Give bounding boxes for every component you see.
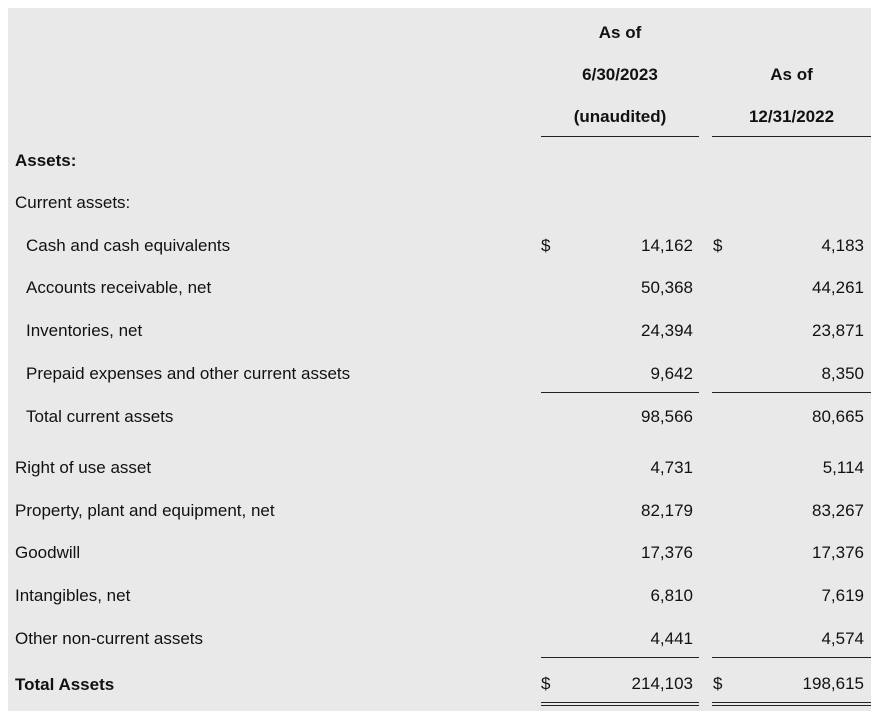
currency-symbol-total-col2: $ [713,674,723,693]
value-cash-2022: 4,183 [821,236,864,255]
row-label-inventories: Inventories, net [26,321,143,340]
col1-header-line3: (unaudited) [573,107,667,126]
currency-symbol-col2: $ [713,236,723,255]
row-label-goodwill: Goodwill [15,543,81,562]
value-other-noncurrent-2022: 4,574 [821,629,864,648]
value-receivables-2023: 50,368 [641,278,693,297]
current-assets-heading: Current assets: [15,193,131,212]
col2-header-line1: As of [770,65,813,84]
col2-header-line2: 12/31/2022 [748,107,835,126]
value-cash-2023: 14,162 [641,236,693,255]
value-right-of-use-2023: 4,731 [650,458,693,477]
value-goodwill-2022: 17,376 [812,543,864,562]
col1-total-rule [541,657,699,658]
col1-header-line1: As of [598,23,642,42]
assets-heading: Assets: [15,151,77,170]
value-goodwill-2023: 17,376 [641,543,693,562]
value-total-current-2023: 98,566 [641,407,693,426]
row-label-receivables: Accounts receivable, net [26,278,212,297]
row-label-other-noncurrent: Other non-current assets [15,629,204,648]
value-receivables-2022: 44,261 [812,278,864,297]
col2-double-underline [712,702,871,706]
col1-double-underline [541,702,699,706]
col2-subtotal-rule [712,392,871,393]
row-label-prepaid: Prepaid expenses and other current asset… [26,364,351,383]
value-right-of-use-2022: 5,114 [822,458,864,477]
row-label-total-current: Total current assets [26,407,174,426]
value-other-noncurrent-2023: 4,441 [650,629,693,648]
col2-total-rule [712,657,871,658]
row-label-cash: Cash and cash equivalents [26,236,231,255]
value-inventories-2022: 23,871 [812,321,864,340]
value-total-current-2022: 80,665 [812,407,864,426]
value-ppe-2023: 82,179 [641,501,693,520]
value-intangibles-2023: 6,810 [650,586,693,605]
col1-header-underline [541,136,699,137]
value-total-assets-2023: 214,103 [631,674,693,693]
value-intangibles-2022: 7,619 [821,586,864,605]
value-ppe-2022: 83,267 [812,501,864,520]
currency-symbol-col1: $ [541,236,551,255]
value-total-assets-2022: 198,615 [802,674,864,693]
row-label-intangibles: Intangibles, net [15,586,131,605]
value-prepaid-2023: 9,642 [650,364,693,383]
currency-symbol-total-col1: $ [541,674,551,693]
col2-header-underline [712,136,871,137]
col1-header-line2: 6/30/2023 [582,65,658,84]
value-prepaid-2022: 8,350 [821,364,864,383]
row-label-ppe: Property, plant and equipment, net [15,501,275,520]
value-inventories-2023: 24,394 [641,321,693,340]
row-label-right-of-use: Right of use asset [15,458,152,477]
balance-sheet-panel [8,8,871,711]
row-label-total-assets: Total Assets [15,675,115,694]
col1-subtotal-rule [541,392,699,393]
